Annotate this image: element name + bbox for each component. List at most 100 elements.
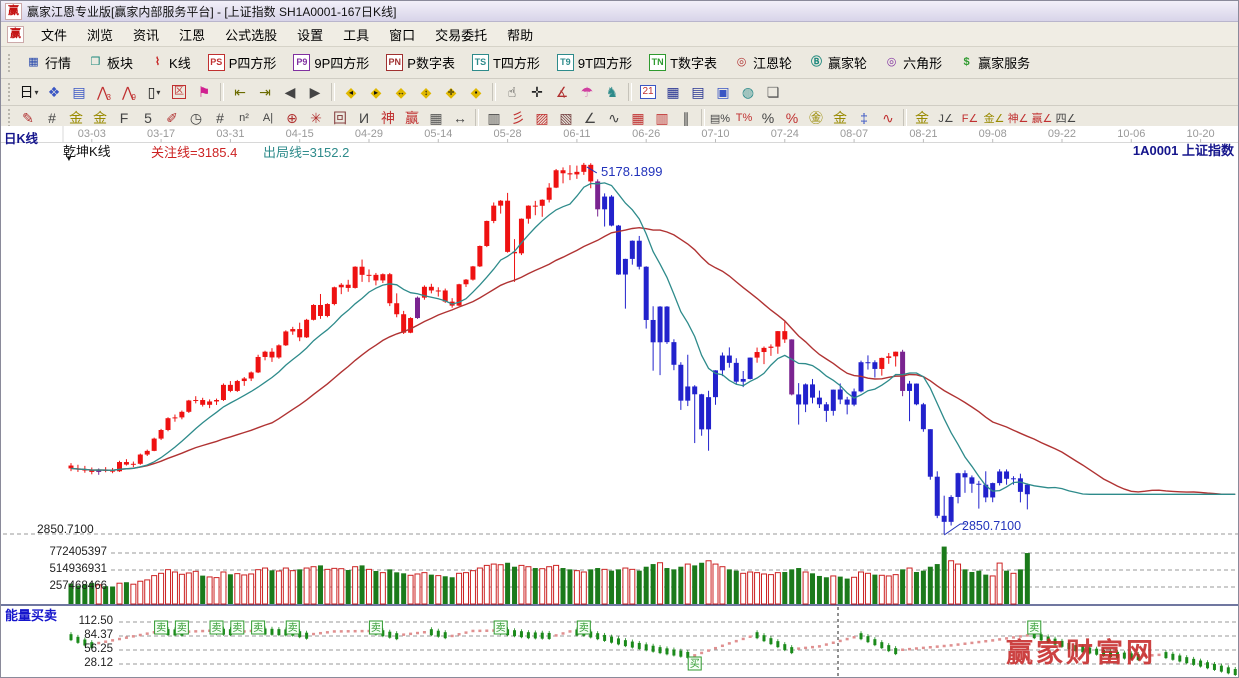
menu-item-浏览[interactable]: 浏览: [87, 27, 114, 43]
winner-wheel-button[interactable]: Ⓑ 赢家轮: [802, 50, 874, 75]
print-icon[interactable]: ❏: [766, 83, 780, 100]
period-day-icon[interactable]: 日 ▾: [19, 84, 39, 100]
quotes-button[interactable]: ▦ 行情: [19, 50, 78, 75]
indicator-name[interactable]: 能量买卖: [5, 608, 58, 623]
p-number-button[interactable]: PN P数字表: [379, 50, 462, 75]
gold-lines-icon[interactable]: 金: [833, 110, 847, 126]
menu-item-窗口[interactable]: 窗口: [389, 27, 416, 43]
t-square-button[interactable]: TS T四方形: [465, 50, 547, 75]
diamond-zoom-in-icon[interactable]: ◆ ✛: [445, 83, 457, 100]
box-target-icon[interactable]: 回: [333, 110, 347, 126]
candle-style-icon[interactable]: ▯ ▾: [147, 83, 161, 100]
h-measure-icon[interactable]: ↔: [453, 110, 467, 126]
kline-button[interactable]: ⌇ K线: [143, 50, 198, 75]
zigzag-icon[interactable]: ∿: [608, 109, 620, 126]
f-angle-icon[interactable]: F∠: [961, 112, 979, 125]
network-icon[interactable]: ❖: [47, 83, 61, 100]
hand-tool-icon[interactable]: ☝: [507, 83, 517, 100]
f-grid-icon[interactable]: F: [119, 110, 129, 126]
four-angle-icon[interactable]: 四∠: [1055, 113, 1077, 125]
angle-tool-icon[interactable]: ∡: [555, 83, 569, 100]
winner-service-button[interactable]: $ 赢家服务: [952, 50, 1037, 75]
red-pen-2-icon[interactable]: ✐: [166, 109, 178, 126]
mini-chart-9-icon[interactable]: ⋀ 9: [122, 83, 136, 103]
red-bars-icon[interactable]: ▥: [655, 109, 669, 126]
angle-lines-icon[interactable]: ∠: [583, 109, 597, 126]
diamond-zoom-out-icon[interactable]: ◆ ▪: [470, 83, 482, 100]
red-grid-icon[interactable]: ▦: [631, 109, 645, 126]
globe-doc-icon[interactable]: ◍: [741, 83, 755, 100]
j-angle-icon[interactable]: J∠: [938, 112, 954, 125]
grid-123-icon[interactable]: ▦: [429, 109, 443, 126]
hexagon-button[interactable]: ◎ 六角形: [877, 50, 949, 75]
rail-grid-2-icon[interactable]: #: [216, 110, 224, 126]
chart-canvas[interactable]: 03-03 03-17 03-31 04-15 04-29 05-14 05-28 06-11…: [1, 126, 1239, 678]
last-page-icon[interactable]: ⇥: [259, 83, 271, 100]
9p-square-button[interactable]: P9 9P四方形: [286, 50, 376, 75]
a-line-icon[interactable]: A|: [262, 112, 274, 124]
rail-grid-1-icon[interactable]: #: [48, 110, 56, 126]
shen-icon[interactable]: 神: [381, 110, 395, 126]
chevron-down-icon[interactable]: ▼: [65, 154, 73, 163]
gold-circle-icon[interactable]: ㊎: [809, 110, 823, 126]
menu-item-文件[interactable]: 文件: [41, 27, 68, 43]
gold-angle-icon[interactable]: 金∠: [983, 113, 1005, 125]
menu-item-帮助[interactable]: 帮助: [507, 27, 534, 43]
menu-item-交易委托[interactable]: 交易委托: [435, 27, 488, 43]
table-bars-icon[interactable]: ▥: [487, 109, 501, 126]
notes-icon[interactable]: ▤: [691, 83, 705, 100]
knot-tool-icon[interactable]: ♞: [605, 83, 619, 100]
first-page-icon[interactable]: ⇤: [234, 83, 246, 100]
calculator-icon[interactable]: ▦: [666, 83, 680, 100]
gold-grid-2-icon[interactable]: 金: [93, 110, 107, 126]
pink-tool-icon[interactable]: ☂: [580, 83, 594, 100]
box-diag-icon[interactable]: ▨: [535, 109, 549, 126]
wave-n-icon[interactable]: И: [358, 110, 370, 126]
crosshair-icon[interactable]: ✛: [531, 83, 543, 100]
diamond-left-icon[interactable]: ◆ ◂: [345, 83, 357, 100]
prev-icon[interactable]: ◀: [284, 83, 296, 100]
menu-item-工具[interactable]: 工具: [343, 27, 370, 43]
five-swirl-icon[interactable]: 5: [144, 110, 152, 126]
quote-list-icon[interactable]: ▤: [72, 83, 86, 100]
menu-item-公式选股[interactable]: 公式选股: [225, 27, 278, 43]
period-label[interactable]: 日K线: [4, 132, 39, 146]
diamond-right-icon[interactable]: ◆ ▸: [370, 83, 382, 100]
percent-icon[interactable]: %: [761, 110, 775, 126]
red-pen-icon[interactable]: ✎: [22, 109, 34, 126]
n-squared-icon[interactable]: n²: [239, 112, 249, 124]
box-diag-2-icon[interactable]: ▧: [559, 109, 573, 126]
menu-item-资讯[interactable]: 资讯: [133, 27, 160, 43]
ray-fan-icon[interactable]: 彡: [511, 110, 525, 126]
circle-cross-icon[interactable]: ⊕: [286, 109, 298, 126]
a-wave-icon[interactable]: ∿: [882, 109, 894, 126]
9t-square-button[interactable]: T9 9T四方形: [550, 50, 639, 75]
t-percent-icon[interactable]: T%: [735, 112, 753, 124]
ying-icon[interactable]: 赢: [405, 110, 419, 126]
diamond-h-collapse-icon[interactable]: ◆ ↕: [420, 83, 432, 100]
menu-item-江恩[interactable]: 江恩: [179, 27, 206, 43]
parallel-lines-icon[interactable]: ∥: [682, 109, 690, 126]
save-icon[interactable]: ▣: [716, 83, 730, 100]
flag-icon[interactable]: ⚑: [197, 83, 211, 100]
diamond-h-expand-icon[interactable]: ◆ ↔: [395, 83, 407, 100]
ying-angle-icon[interactable]: 赢∠: [1031, 113, 1053, 125]
kline-type-dropdown[interactable]: 乾坤K线: [63, 144, 111, 159]
clock-circle-icon[interactable]: ◷: [189, 109, 203, 126]
red-block-icon[interactable]: 区: [172, 85, 186, 99]
p-square-button[interactable]: PS P四方形: [201, 50, 284, 75]
gold-slash-icon[interactable]: 金: [915, 110, 929, 126]
t-number-button[interactable]: TN T数字表: [642, 50, 724, 75]
menu-item-设置[interactable]: 设置: [297, 27, 324, 43]
next-icon[interactable]: ▶: [309, 83, 321, 100]
sectors-button[interactable]: ❒ 板块: [81, 50, 140, 75]
calendar-icon[interactable]: 21: [640, 85, 656, 99]
starburst-icon[interactable]: ✳: [310, 109, 322, 126]
gann-wheel-button[interactable]: ◎ 江恩轮: [727, 50, 799, 75]
gold-grid-1-icon[interactable]: 金: [69, 110, 83, 126]
percent-line-icon[interactable]: %: [785, 110, 799, 126]
double-pen-icon[interactable]: ‡: [860, 110, 868, 126]
mini-chart-3-icon[interactable]: ⋀ 3: [97, 83, 111, 103]
scale-percent-icon[interactable]: ▤%: [709, 112, 731, 125]
shen-angle-icon[interactable]: 神∠: [1007, 113, 1029, 125]
